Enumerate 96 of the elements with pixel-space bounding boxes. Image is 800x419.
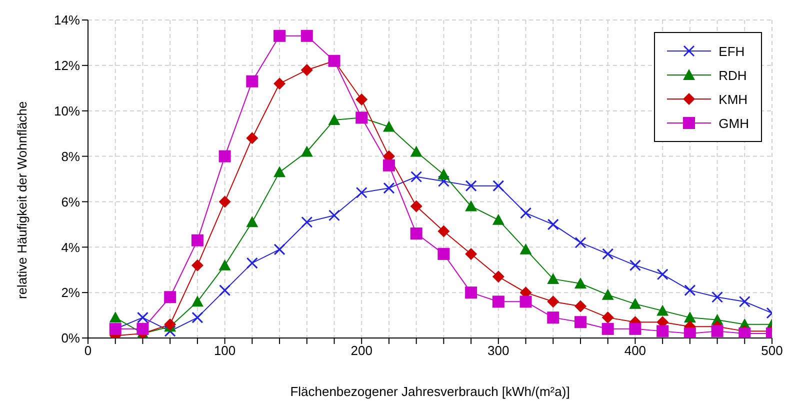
x-tick-label: 100 bbox=[214, 343, 236, 358]
y-tick-label: 6% bbox=[61, 194, 80, 210]
point bbox=[602, 288, 614, 300]
x-axis-title: Flächenbezogener Jahresverbrauch [kWh/(m²a)] bbox=[290, 384, 570, 399]
point bbox=[520, 207, 532, 219]
point bbox=[246, 75, 258, 88]
x-tick-label: 400 bbox=[624, 343, 646, 358]
point bbox=[328, 114, 340, 125]
point bbox=[164, 325, 176, 337]
point bbox=[738, 296, 750, 308]
point bbox=[191, 259, 204, 272]
y-tick-label: 2% bbox=[61, 285, 80, 300]
point bbox=[246, 216, 258, 228]
point bbox=[410, 200, 422, 212]
point bbox=[492, 214, 504, 225]
point bbox=[274, 30, 286, 42]
point bbox=[219, 284, 231, 296]
x-tick-label: 0 bbox=[84, 343, 92, 358]
x-tick-label: 500 bbox=[761, 343, 783, 358]
legend-label: GMH bbox=[718, 116, 749, 130]
point bbox=[465, 180, 477, 192]
point bbox=[547, 296, 560, 308]
point bbox=[191, 234, 204, 246]
point bbox=[465, 286, 478, 299]
point bbox=[547, 312, 560, 324]
point bbox=[438, 248, 450, 260]
point bbox=[492, 270, 504, 283]
point bbox=[274, 166, 286, 178]
point bbox=[136, 322, 149, 335]
point bbox=[574, 277, 586, 288]
point bbox=[218, 150, 231, 162]
point bbox=[465, 248, 478, 260]
y-tick-label: 0% bbox=[61, 330, 80, 346]
point bbox=[246, 132, 258, 144]
point bbox=[382, 159, 395, 172]
point bbox=[684, 284, 696, 296]
point bbox=[602, 248, 614, 260]
point bbox=[656, 325, 669, 338]
y-tick-label: 4% bbox=[61, 240, 80, 255]
point bbox=[711, 325, 724, 338]
point bbox=[574, 316, 586, 328]
point bbox=[300, 64, 313, 76]
point bbox=[629, 298, 642, 309]
point bbox=[328, 210, 340, 222]
point bbox=[300, 146, 313, 157]
point bbox=[629, 260, 641, 272]
point bbox=[712, 291, 724, 303]
point bbox=[602, 312, 614, 324]
point bbox=[410, 228, 422, 240]
point bbox=[520, 243, 532, 254]
point bbox=[356, 94, 368, 106]
x-tick-label: 200 bbox=[350, 343, 372, 358]
point bbox=[191, 296, 204, 307]
point bbox=[465, 200, 478, 212]
point bbox=[684, 327, 696, 338]
y-axis-title: relative Häufigkeit der Wohnfläche bbox=[14, 101, 30, 299]
point bbox=[356, 186, 368, 198]
point bbox=[274, 244, 286, 256]
point bbox=[438, 168, 450, 180]
y-tick-label: 14% bbox=[54, 12, 80, 28]
legend-label: EFH bbox=[718, 44, 745, 58]
point bbox=[164, 318, 176, 330]
point bbox=[684, 312, 696, 323]
point bbox=[218, 196, 231, 208]
point bbox=[574, 236, 586, 248]
point bbox=[410, 170, 422, 182]
point bbox=[301, 216, 313, 228]
point bbox=[438, 176, 450, 188]
point bbox=[382, 120, 395, 132]
x-tick-label: 300 bbox=[488, 343, 510, 358]
legend-label: RDH bbox=[718, 68, 747, 82]
point bbox=[300, 30, 313, 42]
point bbox=[602, 322, 614, 335]
point bbox=[438, 225, 450, 238]
legend-label: KMH bbox=[718, 92, 748, 106]
point bbox=[656, 304, 669, 316]
y-tick-label: 10% bbox=[54, 103, 80, 118]
point bbox=[629, 322, 642, 335]
point bbox=[547, 218, 559, 230]
point bbox=[136, 312, 148, 324]
point bbox=[574, 300, 586, 312]
point bbox=[218, 259, 231, 270]
point bbox=[164, 291, 176, 304]
point bbox=[246, 257, 258, 269]
point bbox=[492, 296, 504, 308]
point bbox=[192, 312, 204, 324]
point bbox=[274, 78, 286, 90]
y-tick-label: 12% bbox=[54, 58, 80, 74]
point bbox=[547, 272, 560, 284]
point bbox=[492, 180, 504, 192]
y-tick-label: 8% bbox=[61, 148, 80, 164]
point bbox=[520, 296, 532, 308]
point bbox=[109, 312, 122, 323]
point bbox=[656, 268, 668, 280]
point bbox=[383, 182, 395, 194]
point bbox=[410, 146, 422, 157]
